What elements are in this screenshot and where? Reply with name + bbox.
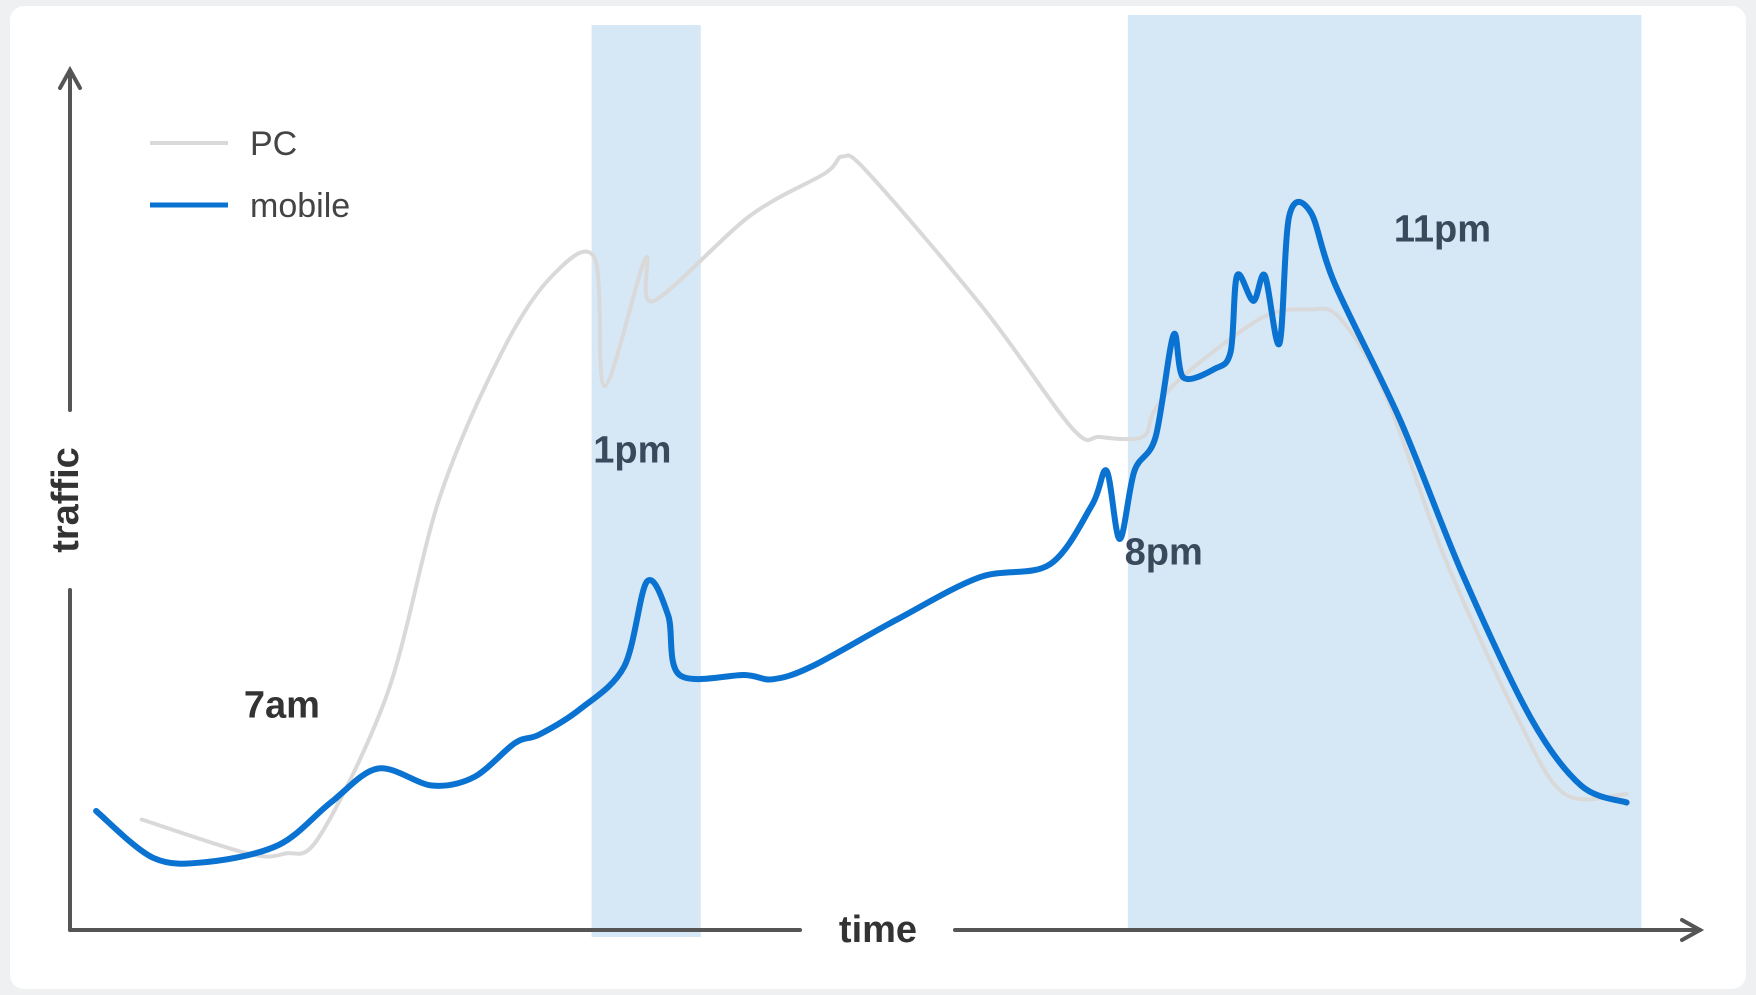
annotation-11pm: 11pm xyxy=(1394,209,1491,251)
y-axis-label: traffic xyxy=(45,447,87,553)
highlight-band-1 xyxy=(591,25,701,937)
legend-label-pc: PC xyxy=(250,125,297,163)
annotation-7am: 7am xyxy=(244,685,320,727)
series-line-pc xyxy=(139,153,1629,859)
legend: PC mobile xyxy=(150,125,350,225)
highlight-band-2 xyxy=(1127,15,1642,930)
x-axis-label: time xyxy=(839,909,917,951)
y-axis-arrowhead xyxy=(58,65,82,90)
annotation-1pm: 1pm xyxy=(593,430,671,472)
annotation-8pm: 8pm xyxy=(1125,532,1203,574)
highlight-bands xyxy=(591,15,1642,937)
legend-label-mobile: mobile xyxy=(250,187,350,225)
series-lines xyxy=(93,153,1630,867)
series-line-mobile xyxy=(93,198,1630,867)
annotations: 7am 1pm 8pm 11pm xyxy=(244,209,1491,727)
x-axis-arrowhead xyxy=(1680,918,1705,942)
axes: time traffic xyxy=(45,65,1705,951)
